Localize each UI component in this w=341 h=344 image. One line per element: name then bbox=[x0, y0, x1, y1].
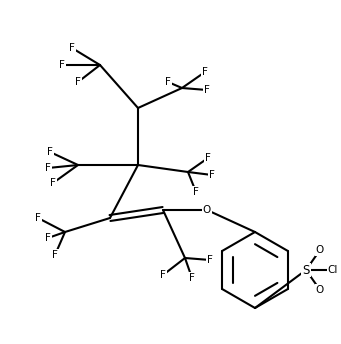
Text: F: F bbox=[207, 255, 213, 265]
Text: F: F bbox=[204, 85, 210, 95]
Text: F: F bbox=[45, 233, 51, 243]
Text: F: F bbox=[52, 250, 58, 260]
Text: S: S bbox=[302, 264, 310, 277]
Text: F: F bbox=[193, 187, 199, 197]
Text: F: F bbox=[160, 270, 166, 280]
Text: F: F bbox=[189, 273, 195, 283]
Text: F: F bbox=[35, 213, 41, 223]
Text: F: F bbox=[205, 153, 211, 163]
Text: F: F bbox=[50, 178, 56, 188]
Text: F: F bbox=[202, 67, 208, 77]
Text: F: F bbox=[45, 163, 51, 173]
Text: F: F bbox=[59, 60, 65, 70]
Text: F: F bbox=[75, 77, 81, 87]
Text: F: F bbox=[69, 43, 75, 53]
Text: O: O bbox=[316, 285, 324, 295]
Text: F: F bbox=[165, 77, 171, 87]
Text: Cl: Cl bbox=[328, 265, 338, 275]
Text: F: F bbox=[209, 170, 215, 180]
Text: F: F bbox=[47, 147, 53, 157]
Text: O: O bbox=[203, 205, 211, 215]
Text: O: O bbox=[316, 245, 324, 255]
